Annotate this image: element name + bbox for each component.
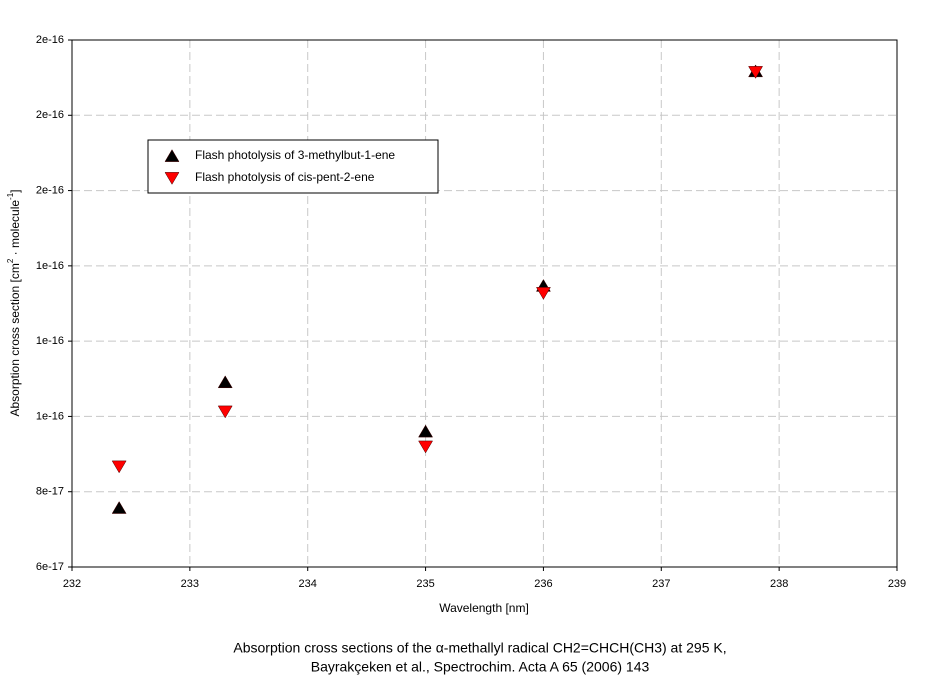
y-tick-label: 2e-16 (36, 34, 64, 46)
plot-frame (71, 39, 898, 568)
x-tick-label: 233 (181, 578, 199, 590)
x-tick-label: 234 (299, 578, 317, 590)
y-label-part: -1 (6, 192, 15, 200)
marker (111, 460, 127, 474)
y-tick-label: 8e-17 (36, 486, 64, 498)
marker (535, 287, 551, 300)
y-label-part: ] (8, 189, 22, 192)
legend-label: Flash photolysis of 3-methylbut-1-ene (195, 148, 395, 162)
marker (217, 375, 233, 389)
caption: Bayrakçeken et al., Spectrochim. Acta A … (311, 659, 650, 675)
y-tick-label: 2e-16 (36, 109, 64, 121)
y-tick-label: 1e-16 (36, 260, 64, 272)
x-tick-label: 238 (770, 578, 788, 590)
y-tick-label: 6e-17 (36, 561, 64, 573)
legend-label: Flash photolysis of cis-pent-2-ene (195, 170, 375, 184)
y-tick-label: 1e-16 (36, 335, 64, 347)
marker (217, 405, 233, 419)
marker (418, 424, 434, 438)
y-label-part: Absorption cross section [cm (8, 263, 22, 416)
x-tick-label: 236 (534, 578, 552, 590)
legend-marker (164, 172, 180, 185)
x-axis-label: Wavelength [nm] (439, 601, 529, 615)
x-tick-label: 235 (416, 578, 434, 590)
y-tick-label: 1e-16 (36, 410, 64, 422)
y-axis-label: Absorption cross section [cm2 · molecule… (6, 189, 22, 416)
plot-area (72, 40, 897, 567)
marker (418, 440, 434, 454)
x-tick-label: 239 (888, 578, 906, 590)
x-tick-label: 232 (63, 578, 81, 590)
caption: Absorption cross sections of the α-metha… (233, 640, 726, 656)
x-tick-label: 237 (652, 578, 670, 590)
marker (111, 501, 127, 514)
y-label-part: 2 (6, 258, 15, 263)
marker (748, 66, 764, 79)
legend-marker (164, 149, 180, 162)
y-label-part: · molecule (8, 200, 22, 259)
y-tick-label: 2e-16 (36, 184, 64, 196)
legend-box (147, 139, 439, 194)
